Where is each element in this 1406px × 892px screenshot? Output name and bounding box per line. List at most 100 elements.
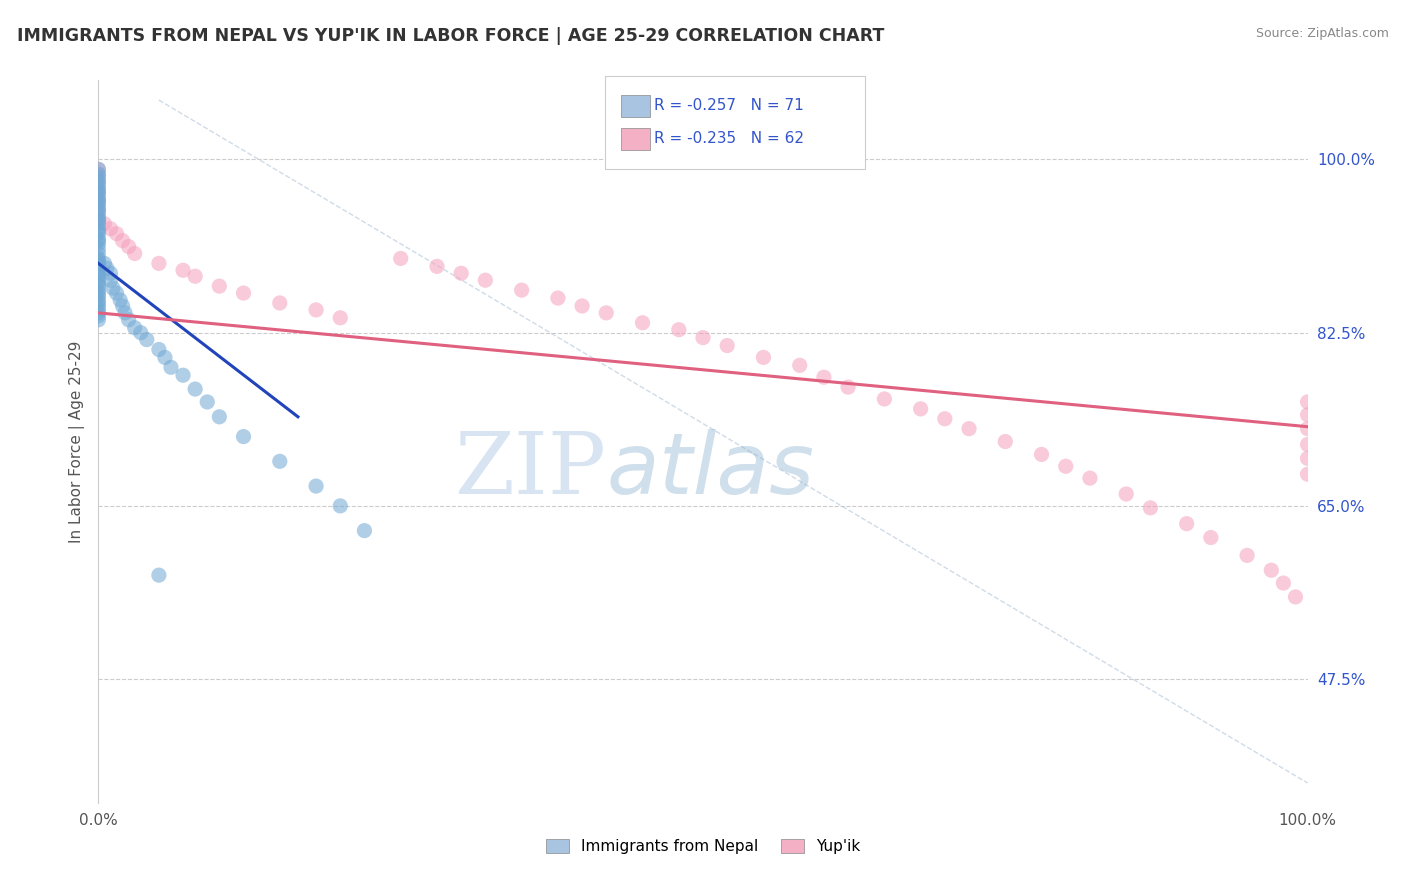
Point — [118, 313, 141, 327]
Point — [87, 192, 110, 206]
Point — [148, 256, 170, 270]
Point — [87, 197, 110, 211]
Point — [329, 499, 352, 513]
Point — [87, 182, 110, 196]
Text: R = -0.235   N = 62: R = -0.235 N = 62 — [654, 131, 804, 145]
Point — [105, 286, 128, 301]
Point — [837, 380, 859, 394]
Point — [716, 338, 738, 352]
Point — [87, 279, 110, 293]
Point — [100, 221, 122, 235]
Point — [813, 370, 835, 384]
Point — [789, 359, 811, 373]
Point — [353, 524, 375, 538]
Point — [87, 234, 110, 248]
Point — [87, 197, 110, 211]
Point — [305, 302, 328, 317]
Point — [474, 273, 496, 287]
Point — [232, 286, 254, 301]
Point — [87, 306, 110, 320]
Point — [87, 293, 110, 307]
Point — [129, 326, 152, 340]
Point — [1236, 549, 1258, 563]
Point — [87, 167, 110, 181]
Point — [1296, 422, 1319, 436]
Point — [100, 266, 122, 280]
Point — [305, 479, 328, 493]
Point — [148, 568, 170, 582]
Point — [87, 184, 110, 198]
Point — [87, 214, 110, 228]
Point — [87, 260, 110, 274]
Point — [1296, 437, 1319, 451]
Point — [153, 351, 176, 365]
Point — [118, 239, 141, 253]
Point — [87, 170, 110, 185]
Point — [87, 180, 110, 194]
Point — [160, 360, 183, 375]
Point — [124, 320, 146, 334]
Point — [100, 273, 122, 287]
Point — [692, 330, 714, 344]
Point — [269, 454, 291, 468]
Point — [87, 276, 110, 290]
Point — [389, 252, 412, 266]
Point — [87, 221, 110, 235]
Point — [1296, 451, 1319, 466]
Point — [87, 283, 110, 297]
Point — [87, 232, 110, 246]
Point — [148, 343, 170, 357]
Point — [1296, 467, 1319, 482]
Point — [184, 269, 207, 284]
Point — [135, 333, 157, 347]
Point — [87, 162, 110, 177]
Point — [752, 351, 775, 365]
Point — [510, 283, 533, 297]
Text: R = -0.257   N = 71: R = -0.257 N = 71 — [654, 98, 804, 112]
Point — [1284, 590, 1306, 604]
Point — [1078, 471, 1101, 485]
Point — [269, 296, 291, 310]
Point — [87, 286, 110, 301]
Point — [1115, 487, 1137, 501]
Point — [87, 253, 110, 268]
Point — [208, 279, 231, 293]
Point — [87, 217, 110, 231]
Point — [87, 269, 110, 284]
Point — [87, 242, 110, 256]
Point — [1260, 563, 1282, 577]
Legend: Immigrants from Nepal, Yup'ik: Immigrants from Nepal, Yup'ik — [540, 833, 866, 860]
Point — [994, 434, 1017, 449]
Point — [329, 310, 352, 325]
Point — [87, 203, 110, 218]
Point — [1031, 447, 1053, 461]
Point — [87, 236, 110, 251]
Point — [450, 266, 472, 280]
Point — [111, 234, 134, 248]
Point — [87, 174, 110, 188]
Point — [426, 260, 449, 274]
Point — [87, 296, 110, 310]
Point — [873, 392, 896, 406]
Text: ZIP: ZIP — [454, 429, 606, 512]
Point — [1054, 459, 1077, 474]
Point — [87, 273, 110, 287]
Point — [93, 256, 115, 270]
Point — [114, 306, 136, 320]
Point — [1296, 395, 1319, 409]
Point — [1296, 408, 1319, 422]
Text: Source: ZipAtlas.com: Source: ZipAtlas.com — [1256, 27, 1389, 40]
Point — [101, 281, 124, 295]
Point — [1272, 576, 1295, 591]
Point — [208, 409, 231, 424]
Point — [87, 246, 110, 260]
Point — [631, 316, 654, 330]
Point — [105, 227, 128, 241]
Point — [1175, 516, 1198, 531]
Point — [195, 395, 218, 409]
Point — [668, 323, 690, 337]
Point — [87, 162, 110, 177]
Point — [111, 299, 134, 313]
Point — [87, 256, 110, 270]
Point — [87, 227, 110, 241]
